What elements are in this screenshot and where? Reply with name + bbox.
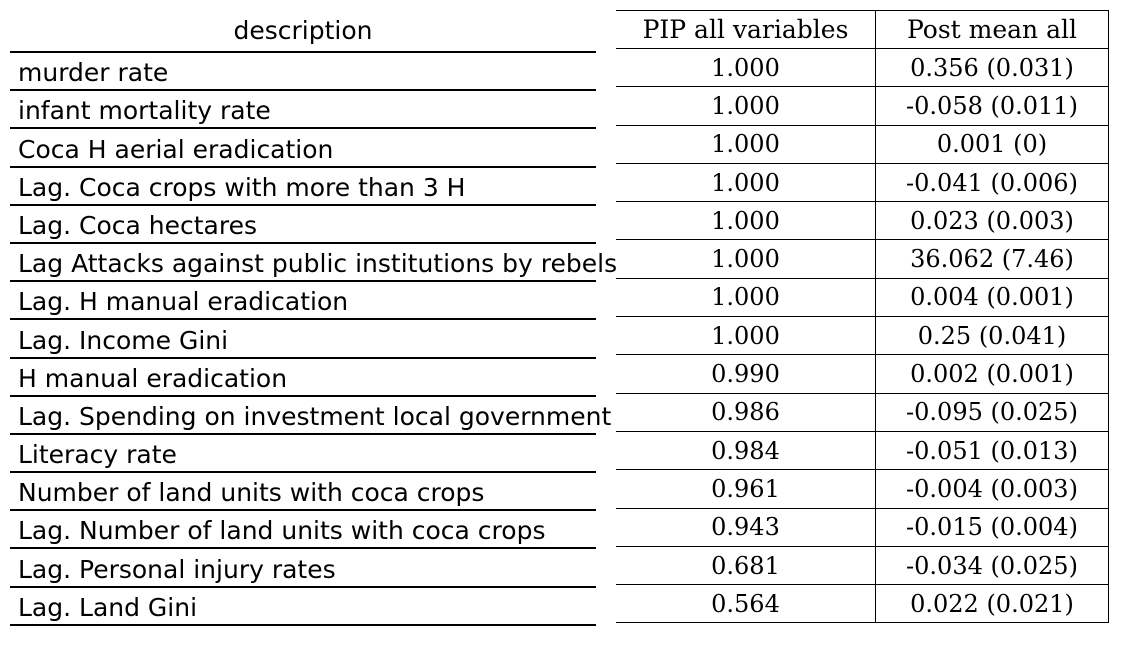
pip-cell: 1.000 bbox=[616, 125, 876, 163]
description-row: Number of land units with coca crops bbox=[10, 473, 596, 512]
post-mean-header: Post mean all bbox=[906, 15, 1078, 44]
description-row: infant mortality rate bbox=[10, 91, 596, 130]
post-mean-cell: 36.062 (7.46) bbox=[910, 245, 1074, 274]
results-header-row: PIP all variables Post mean all bbox=[616, 11, 1108, 49]
pip-header: PIP all variables bbox=[616, 11, 876, 48]
post-mean-cell: -0.058 (0.011) bbox=[906, 91, 1078, 120]
description-row: H manual eradication bbox=[10, 359, 596, 397]
description-header: description bbox=[10, 10, 596, 53]
table-row: 0.681 -0.034 (0.025) bbox=[616, 546, 1108, 586]
pip-cell: 1.000 bbox=[616, 278, 876, 317]
pip-cell: 0.986 bbox=[616, 393, 876, 431]
description-table: description murder rate infant mortality… bbox=[10, 10, 617, 626]
post-mean-cell: 0.004 (0.001) bbox=[910, 283, 1074, 312]
description-row: Coca H aerial eradication bbox=[10, 129, 596, 168]
pip-cell: 1.000 bbox=[616, 317, 876, 355]
post-mean-cell: 0.001 (0) bbox=[936, 130, 1048, 159]
table-row: 1.000 0.004 (0.001) bbox=[616, 278, 1108, 318]
description-row: Lag. Coca hectares bbox=[10, 206, 596, 244]
pip-cell: 0.681 bbox=[616, 546, 876, 585]
post-mean-cell: -0.041 (0.006) bbox=[906, 168, 1078, 197]
post-mean-cell: -0.015 (0.004) bbox=[906, 513, 1078, 542]
pip-cell: 1.000 bbox=[616, 202, 876, 240]
post-mean-cell: -0.095 (0.025) bbox=[906, 398, 1078, 427]
table-row: 1.000 0.356 (0.031) bbox=[616, 49, 1108, 88]
table-row: 1.000 0.001 (0) bbox=[616, 125, 1108, 164]
description-row: Lag. H manual eradication bbox=[10, 282, 596, 321]
results-table: PIP all variables Post mean all 1.000 0.… bbox=[616, 10, 1109, 624]
description-row: Lag. Spending on investment local govern… bbox=[10, 397, 611, 435]
pip-cell: 0.984 bbox=[616, 431, 876, 470]
post-mean-cell: 0.022 (0.021) bbox=[910, 589, 1074, 618]
pip-cell: 1.000 bbox=[616, 240, 876, 278]
post-mean-cell: -0.034 (0.025) bbox=[906, 551, 1078, 580]
table-row: 1.000 0.25 (0.041) bbox=[616, 317, 1108, 356]
description-row: Lag. Income Gini bbox=[10, 320, 596, 359]
pip-cell: 0.990 bbox=[616, 355, 876, 393]
post-mean-cell: 0.25 (0.041) bbox=[917, 321, 1067, 350]
pip-cell: 1.000 bbox=[616, 87, 876, 125]
description-row: Lag. Personal injury rates bbox=[10, 549, 596, 588]
table-row: 0.984 -0.051 (0.013) bbox=[616, 431, 1108, 471]
table-row: 0.986 -0.095 (0.025) bbox=[616, 393, 1108, 432]
table-row: 1.000 -0.058 (0.011) bbox=[616, 87, 1108, 126]
table-row: 0.990 0.002 (0.001) bbox=[616, 355, 1108, 394]
table-row: 1.000 36.062 (7.46) bbox=[616, 240, 1108, 279]
description-row: Lag. Coca crops with more than 3 H bbox=[10, 168, 596, 206]
pip-cell: 0.961 bbox=[616, 470, 876, 508]
description-row: murder rate bbox=[10, 53, 596, 92]
post-mean-cell: 0.002 (0.001) bbox=[910, 360, 1074, 389]
description-row: Lag. Number of land units with coca crop… bbox=[10, 511, 596, 550]
pip-cell: 0.943 bbox=[616, 508, 876, 546]
pip-cell: 0.564 bbox=[616, 585, 876, 623]
post-mean-cell: -0.004 (0.003) bbox=[906, 474, 1078, 503]
table-row: 0.564 0.022 (0.021) bbox=[616, 585, 1108, 624]
description-row: Lag Attacks against public institutions … bbox=[10, 244, 617, 283]
pip-cell: 1.000 bbox=[616, 163, 876, 202]
pip-cell: 1.000 bbox=[616, 49, 876, 87]
table-row: 0.961 -0.004 (0.003) bbox=[616, 470, 1108, 509]
description-row: Literacy rate bbox=[10, 435, 596, 474]
table-row: 0.943 -0.015 (0.004) bbox=[616, 508, 1108, 547]
post-mean-cell: -0.051 (0.013) bbox=[906, 436, 1078, 465]
post-mean-cell: 0.023 (0.003) bbox=[910, 206, 1074, 235]
post-mean-cell: 0.356 (0.031) bbox=[910, 53, 1074, 82]
table-row: 1.000 -0.041 (0.006) bbox=[616, 163, 1108, 203]
table-row: 1.000 0.023 (0.003) bbox=[616, 202, 1108, 241]
description-row: Lag. Land Gini bbox=[10, 588, 596, 626]
